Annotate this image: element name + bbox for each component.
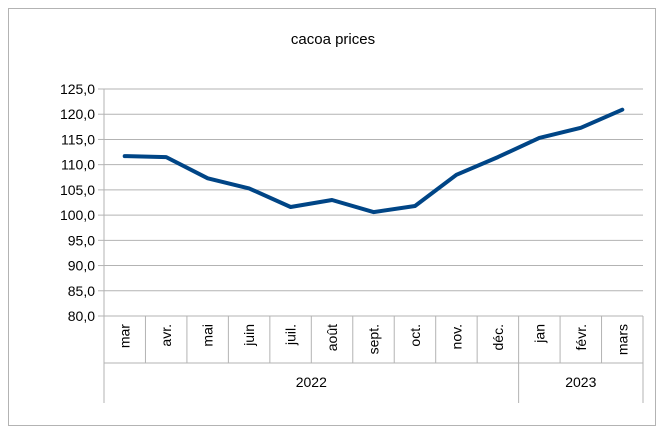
- x-tick-label: nov.: [448, 324, 464, 349]
- y-tick-label: 90,0: [68, 258, 95, 274]
- x-tick-label: mar: [117, 324, 133, 348]
- x-tick-label: jan: [531, 324, 547, 344]
- x-group-label: 2022: [296, 374, 327, 390]
- chart-frame: [8, 8, 656, 426]
- x-tick-label: août: [324, 324, 340, 351]
- y-tick-label: 120,0: [60, 106, 95, 122]
- x-group-label: 2023: [565, 374, 596, 390]
- x-tick-label: sept.: [366, 324, 382, 354]
- x-tick-label: oct.: [407, 324, 423, 347]
- y-tick-label: 110,0: [61, 157, 95, 173]
- x-tick-label: mars: [614, 324, 630, 355]
- series-line: [122, 107, 625, 215]
- x-tick-label: juil.: [283, 324, 299, 346]
- y-tick-label: 105,0: [60, 182, 95, 198]
- x-tick-label: mai: [200, 324, 216, 347]
- y-tick-label: 80,0: [68, 308, 95, 324]
- x-group-labels: 2022 2023: [296, 374, 597, 390]
- x-tick-labels: mar avr. mai juin juil. août sept. oct. nov. déc.…: [117, 324, 631, 355]
- x-tick-label: févr.: [573, 324, 589, 350]
- x-tick-label: juin: [241, 324, 257, 347]
- y-tick-label: 85,0: [68, 283, 95, 299]
- axes: [98, 88, 644, 403]
- y-tick-label: 100,0: [60, 207, 95, 223]
- x-tick-label: avr.: [158, 324, 174, 347]
- y-tick-labels: 80,0 85,0 90,0 95,0 100,0 105,0 110,0 115,0 120,…: [60, 81, 95, 324]
- grid-lines: [104, 88, 643, 317]
- x-tick-label: déc.: [490, 324, 506, 350]
- chart-title: cacoa prices: [291, 31, 375, 48]
- y-tick-label: 115,0: [61, 131, 95, 147]
- series-lines: [122, 107, 625, 215]
- y-tick-label: 95,0: [68, 232, 95, 248]
- y-tick-label: 125,0: [60, 81, 95, 97]
